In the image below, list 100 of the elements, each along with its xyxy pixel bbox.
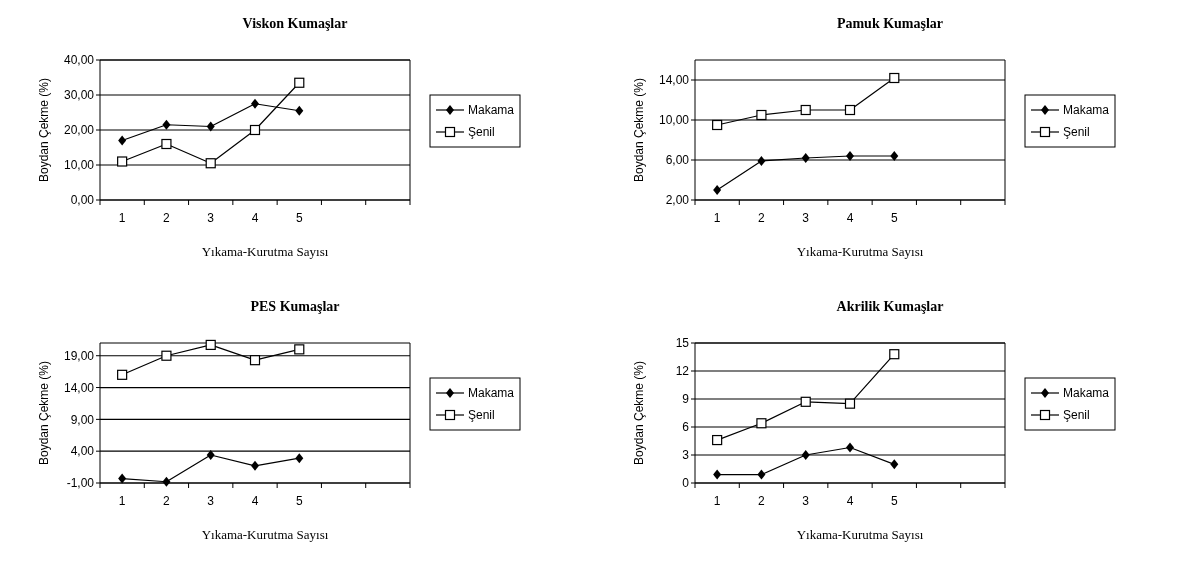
x-tick-label: 2 — [758, 494, 766, 508]
point — [844, 398, 856, 409]
x-tick-label: 3 — [802, 494, 810, 508]
legend-label: Makama — [468, 386, 515, 401]
point — [800, 104, 811, 116]
point — [844, 104, 856, 116]
y-tick-label: 14,00 — [63, 380, 95, 395]
y-tick-label: 14,00 — [658, 73, 690, 88]
point — [801, 153, 810, 163]
legend-label: Şenil — [1063, 408, 1090, 423]
x-axis-title: Yıkama-Kurutma Sayısı — [796, 527, 924, 542]
point — [757, 469, 766, 480]
y-tick-label: 2,00 — [665, 193, 690, 208]
x-tick-label: 4 — [251, 211, 259, 225]
point — [294, 77, 305, 88]
chart-title: Pamuk Kumaşlar — [836, 16, 944, 31]
x-tick-label: 4 — [846, 494, 854, 508]
point — [756, 109, 767, 121]
point — [713, 469, 722, 480]
y-tick-label: 6 — [682, 420, 690, 435]
point — [295, 453, 304, 464]
point — [206, 121, 215, 132]
chart-title: Viskon Kumaşlar — [242, 16, 348, 31]
point — [889, 72, 900, 84]
legend-label: Şenil — [468, 125, 495, 140]
point — [249, 124, 261, 136]
x-tick-label: 5 — [295, 211, 303, 225]
x-tick-label: 1 — [118, 211, 126, 225]
y-tick-label: 0,00 — [70, 193, 95, 208]
point — [846, 442, 854, 453]
y-tick-label: 6,00 — [665, 153, 690, 168]
point — [205, 158, 216, 169]
x-tick-label: 3 — [207, 211, 215, 225]
y-tick-label: 15 — [675, 336, 690, 351]
y-axis-title: Boydan Çekme (%) — [37, 360, 51, 466]
legend-label: Makama — [1063, 103, 1110, 118]
x-tick-label: 5 — [890, 211, 898, 225]
y-axis-title: Boydan Çekme (%) — [632, 360, 646, 466]
y-tick-label: 0 — [682, 476, 690, 491]
y-tick-label: 3 — [682, 448, 690, 463]
point — [117, 369, 128, 380]
legend-label: Makama — [468, 103, 515, 118]
y-tick-label: 4,00 — [70, 444, 95, 459]
point — [206, 450, 215, 460]
point — [295, 105, 304, 116]
point — [294, 344, 305, 355]
x-axis-title: Yıkama-Kurutma Sayısı — [201, 527, 329, 542]
legend-label: Şenil — [468, 408, 495, 423]
point — [757, 156, 766, 166]
point — [161, 138, 172, 150]
point — [889, 349, 900, 360]
x-tick-label: 5 — [295, 494, 303, 508]
chart-title: PES Kumaşlar — [250, 299, 340, 314]
point — [846, 151, 854, 161]
y-tick-label: 10,00 — [658, 113, 690, 128]
x-tick-label: 1 — [713, 211, 721, 225]
point — [118, 473, 127, 484]
y-axis-title: Boydan Çekme (%) — [632, 77, 646, 183]
legend-label: Makama — [1063, 386, 1110, 401]
point — [890, 459, 899, 470]
legend-label: Şenil — [1063, 125, 1090, 140]
point — [800, 396, 811, 407]
x-tick-label: 2 — [163, 211, 171, 225]
point — [756, 418, 767, 429]
y-tick-label: 10,00 — [63, 158, 95, 173]
x-tick-label: 4 — [846, 211, 854, 225]
point — [249, 355, 261, 366]
x-tick-label: 1 — [713, 494, 721, 508]
point — [712, 434, 723, 446]
point — [162, 119, 171, 130]
point — [161, 350, 172, 361]
x-tick-label: 5 — [890, 494, 898, 508]
y-tick-label: 9 — [682, 392, 690, 407]
point — [890, 151, 899, 161]
point — [205, 339, 216, 351]
point — [712, 119, 723, 131]
point — [801, 450, 810, 460]
point — [713, 185, 722, 195]
y-axis-title: Boydan Çekme (%) — [37, 77, 51, 183]
point — [117, 156, 128, 167]
point — [162, 476, 171, 487]
point — [251, 460, 259, 471]
y-tick-label: -1,00 — [66, 476, 95, 491]
y-tick-label: 30,00 — [63, 88, 95, 103]
x-tick-label: 3 — [207, 494, 215, 508]
x-tick-label: 4 — [251, 494, 259, 508]
y-tick-label: 20,00 — [63, 123, 95, 138]
x-axis-title: Yıkama-Kurutma Sayısı — [796, 244, 924, 259]
y-tick-label: 12 — [675, 364, 690, 379]
y-tick-label: 9,00 — [70, 412, 95, 427]
x-tick-label: 2 — [163, 494, 171, 508]
x-tick-label: 2 — [758, 211, 766, 225]
chart-title: Akrilik Kumaşlar — [836, 299, 944, 314]
y-tick-label: 19,00 — [63, 348, 95, 363]
y-tick-label: 40,00 — [63, 53, 95, 68]
point — [251, 98, 259, 109]
x-axis-title: Yıkama-Kurutma Sayısı — [201, 244, 329, 259]
point — [118, 135, 127, 146]
x-tick-label: 1 — [118, 494, 126, 508]
x-tick-label: 3 — [802, 211, 810, 225]
